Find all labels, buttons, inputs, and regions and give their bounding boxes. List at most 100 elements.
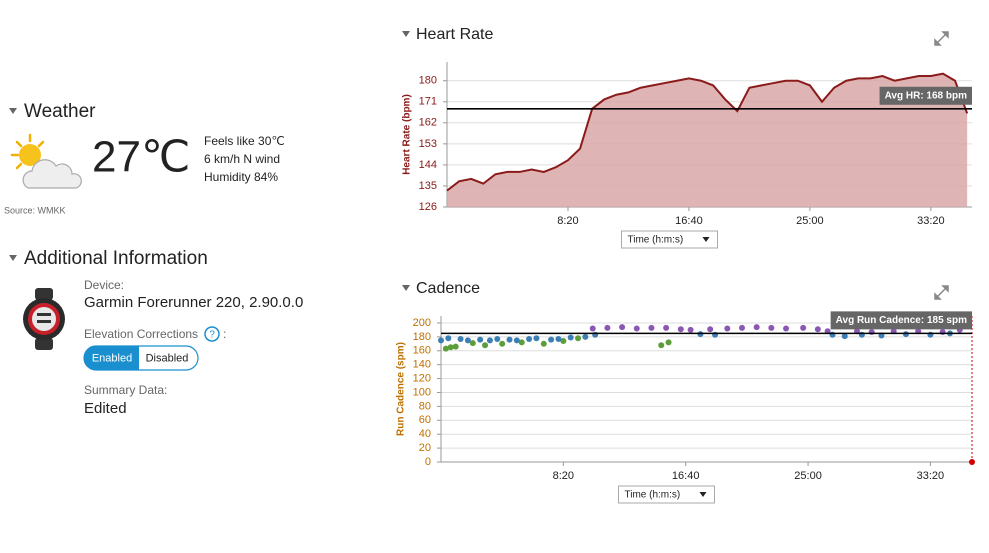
point	[724, 325, 731, 332]
y-tick-label: 180	[419, 75, 437, 87]
device-label: Device:	[84, 278, 124, 292]
y-tick-label: 20	[419, 442, 431, 454]
point	[457, 335, 464, 342]
point	[494, 335, 501, 342]
toggle-disabled-label[interactable]: Disabled	[146, 352, 189, 364]
x-tick-label: 33:20	[917, 215, 945, 227]
point	[619, 324, 626, 331]
x-tick-label: 8:20	[557, 215, 578, 227]
point	[604, 324, 611, 331]
collapse-arrow[interactable]	[402, 31, 410, 37]
x-tick-label: 16:40	[675, 215, 703, 227]
y-tick-label: 171	[419, 96, 437, 108]
average-label: Avg Run Cadence: 185 spm	[836, 315, 967, 326]
additional-title: Additional Information	[24, 248, 208, 269]
temperature: 27℃	[92, 133, 190, 182]
collapse-arrow[interactable]	[402, 285, 410, 291]
point	[687, 326, 694, 333]
point	[555, 335, 562, 342]
point	[648, 324, 655, 331]
line	[446, 72, 969, 192]
point	[665, 339, 672, 346]
weather-icon	[10, 133, 82, 189]
y-axis-label: Run Cadence (spm)	[396, 342, 407, 436]
point	[768, 324, 775, 331]
point	[783, 325, 790, 332]
x-tick-label: 33:20	[917, 470, 945, 482]
watch-icon	[23, 288, 65, 350]
y-tick-label: 144	[419, 159, 437, 171]
y-tick-label: 126	[419, 201, 437, 213]
point	[442, 345, 449, 352]
collapse-arrow[interactable]	[9, 255, 17, 261]
x-selector[interactable]	[621, 230, 718, 249]
area	[447, 73, 968, 208]
point	[814, 326, 821, 333]
point	[841, 333, 848, 340]
y-tick-label: 162	[419, 117, 437, 129]
point	[800, 324, 807, 331]
average-label: Avg HR: 168 bpm	[885, 90, 968, 101]
y-tick-label: 120	[413, 372, 431, 384]
point	[499, 340, 506, 347]
x-selector-label[interactable]: Time (h:m:s)	[625, 490, 681, 501]
point	[518, 339, 525, 346]
wind: 6 km/h N wind	[204, 152, 280, 166]
y-tick-label: 160	[413, 345, 431, 357]
point	[548, 336, 555, 343]
elevation-toggle: Enabled Disabled	[83, 345, 199, 371]
x-selector-arrow	[699, 492, 707, 497]
y-tick-label: 100	[413, 386, 431, 398]
device-name: Garmin Forerunner 220, 2.90.0.0	[84, 294, 303, 311]
humidity: Humidity 84%	[204, 170, 278, 184]
x-selector[interactable]	[618, 485, 715, 504]
point	[969, 459, 975, 465]
x-tick-label: 16:40	[672, 470, 700, 482]
point	[464, 337, 471, 344]
weather-source: Source: WMKK	[4, 205, 66, 215]
point	[663, 324, 670, 331]
point	[540, 340, 547, 347]
point	[658, 342, 665, 349]
y-tick-label: 153	[419, 138, 437, 150]
y-tick-label: 135	[419, 180, 437, 192]
point	[589, 325, 596, 332]
average-label-box	[830, 311, 972, 330]
point	[560, 338, 567, 345]
feels-like: Feels like 30℃	[204, 134, 285, 148]
point	[567, 334, 574, 341]
x-tick-label: 25:00	[794, 470, 822, 482]
help-icon[interactable]	[204, 326, 220, 342]
toggle-enabled-label[interactable]: Enabled	[92, 352, 132, 364]
y-axis-label: Heart Rate (bpm)	[402, 94, 413, 175]
point	[707, 326, 714, 333]
collapse-arrow[interactable]	[9, 108, 17, 114]
weather-title: Weather	[24, 101, 96, 122]
y-tick-label: 180	[413, 331, 431, 343]
y-tick-label: 200	[413, 317, 431, 329]
point	[482, 342, 489, 349]
point	[526, 335, 533, 342]
toggle-enabled[interactable]	[84, 346, 139, 370]
y-tick-label: 60	[419, 414, 431, 426]
chart-title: Heart Rate	[416, 26, 493, 43]
expand-icon[interactable]	[934, 285, 949, 300]
point	[447, 344, 454, 351]
y-tick-label: 140	[413, 359, 431, 371]
expand-icon[interactable]	[934, 31, 949, 46]
point	[486, 337, 493, 344]
x-selector-arrow	[702, 237, 710, 242]
x-selector-label[interactable]: Time (h:m:s)	[628, 235, 684, 246]
average-label-box	[879, 86, 972, 105]
point	[753, 324, 760, 331]
x-tick-label: 25:00	[796, 215, 824, 227]
y-tick-label: 80	[419, 400, 431, 412]
y-tick-label: 40	[419, 428, 431, 440]
point	[506, 336, 513, 343]
point	[633, 325, 640, 332]
point	[452, 343, 459, 350]
point	[575, 335, 582, 342]
